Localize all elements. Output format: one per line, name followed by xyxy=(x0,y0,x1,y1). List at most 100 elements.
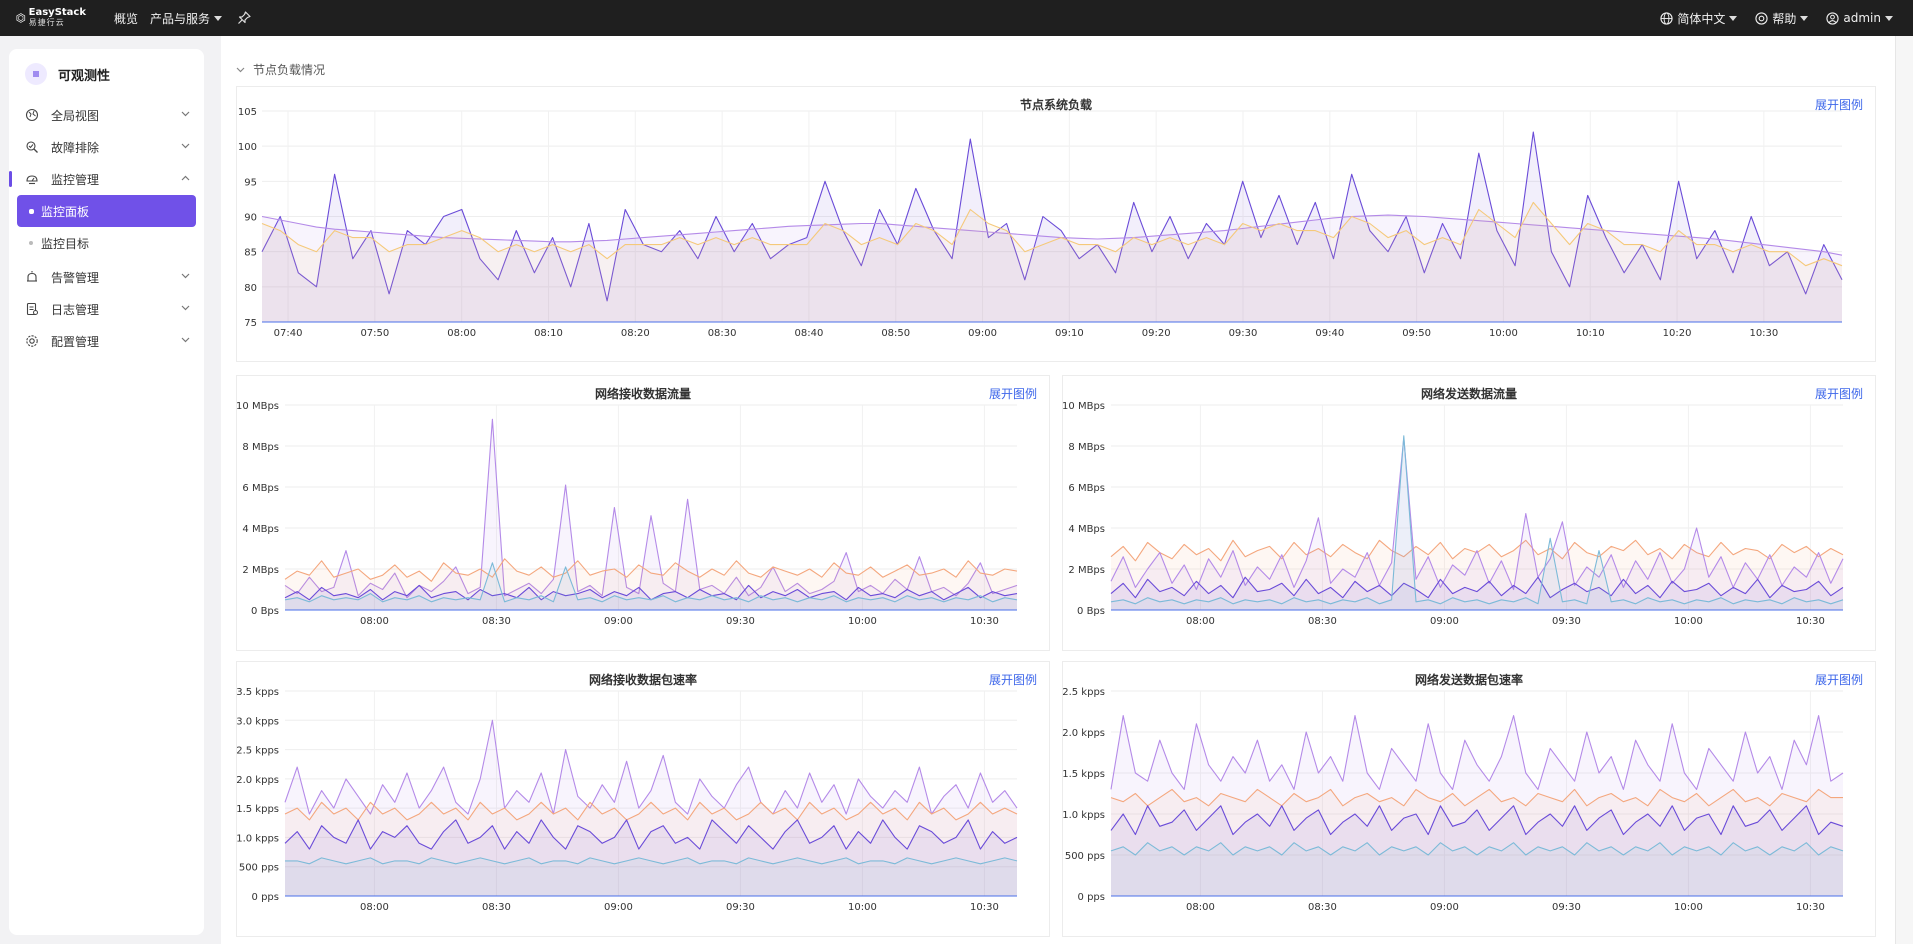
series-line xyxy=(261,214,1843,256)
x-tick-label: 09:00 xyxy=(604,616,633,627)
sidebar-item-config-management[interactable]: 配置管理 xyxy=(9,325,204,357)
sidebar-item-global-view[interactable]: 全局视图 xyxy=(9,99,204,131)
x-tick-label: 10:30 xyxy=(1749,328,1778,339)
x-tick-label: 08:30 xyxy=(1308,902,1337,913)
nav-overview[interactable]: 概览 xyxy=(114,10,138,27)
x-tick-label: 08:00 xyxy=(1186,616,1215,627)
x-tick-label: 10:00 xyxy=(1489,328,1518,339)
sidebar-item-alarm-management[interactable]: 告警管理 xyxy=(9,261,204,293)
system-load-chart: 105 100 95 90 85 80 75 07:40 07:50 08:00 08:10 08:2… xyxy=(238,107,1843,339)
globe-icon xyxy=(1660,11,1673,25)
x-tick-label: 09:00 xyxy=(1430,902,1459,913)
packet-rx-chart: 3.5 kpps 3.0 kpps 2.5 kpps 2.0 kpps 1.5 kpps… xyxy=(237,687,1018,913)
chevron-down-icon xyxy=(214,15,223,21)
y-tick-label: 0 Bps xyxy=(1077,606,1105,617)
user-menu[interactable]: admin xyxy=(1826,11,1893,25)
y-tick-label: 2.0 kpps xyxy=(1063,728,1105,739)
chart-title: 网络发送数据流量 xyxy=(1420,387,1517,401)
nav-products-label: 产品与服务 xyxy=(150,11,211,26)
section-toggle-node-load[interactable]: 节点负载情况 xyxy=(236,61,325,78)
series-area xyxy=(262,132,1842,322)
x-tick-label: 08:30 xyxy=(482,902,511,913)
series-line xyxy=(284,558,1018,582)
user-icon xyxy=(1826,11,1840,25)
y-tick-label: 8 MBps xyxy=(1068,442,1105,453)
main-content: 节点负载情况 105 100 95 90 85 80 75 07:40 07:50 08:00 08… xyxy=(221,36,1895,944)
y-tick-label: 8 MBps xyxy=(242,442,279,453)
monitor-icon xyxy=(26,175,38,185)
language-selector[interactable]: 简体中文 xyxy=(1660,10,1738,27)
y-tick-label: 10 MBps xyxy=(1063,401,1105,412)
sidebar-item-label: 配置管理 xyxy=(51,334,100,349)
language-label: 简体中文 xyxy=(1677,11,1726,26)
x-tick-label: 10:30 xyxy=(1796,902,1825,913)
bullet-icon xyxy=(29,209,34,214)
x-tick-label: 09:30 xyxy=(726,902,755,913)
series-line xyxy=(1110,576,1844,599)
series-line xyxy=(284,418,1018,599)
top-navbar: EasyStack 易捷行云 概览 产品与服务 简体中文 帮助 xyxy=(0,0,1913,36)
log-icon xyxy=(26,302,38,316)
alarm-icon xyxy=(27,271,37,282)
logo-name: EasyStack xyxy=(28,7,86,18)
x-tick-label: 08:00 xyxy=(447,328,476,339)
sidebar-item-label: 告警管理 xyxy=(51,270,100,285)
sidebar-item-monitor-management[interactable]: 监控管理 xyxy=(9,163,204,195)
series-line xyxy=(284,562,1018,603)
help-menu[interactable]: 帮助 xyxy=(1755,10,1809,27)
sidebar-item-monitor-dashboard[interactable]: 监控面板 xyxy=(17,195,196,227)
chart-title: 节点系统负载 xyxy=(1019,98,1092,112)
y-tick-label: 90 xyxy=(244,213,257,224)
x-tick-label: 07:40 xyxy=(274,328,303,339)
y-tick-label: 85 xyxy=(244,248,257,259)
expand-legend-button[interactable]: 展开图例 xyxy=(988,673,1037,687)
x-tick-label: 08:30 xyxy=(482,616,511,627)
pin-icon[interactable] xyxy=(236,10,252,26)
expand-legend-button[interactable]: 展开图例 xyxy=(1814,98,1863,112)
sidebar-item-troubleshoot[interactable]: 故障排除 xyxy=(9,131,204,163)
chevron-down-icon xyxy=(181,273,190,279)
page-scrollbar[interactable] xyxy=(1895,36,1913,944)
x-tick-label: 09:30 xyxy=(1552,616,1581,627)
sidebar-item-label: 故障排除 xyxy=(51,140,100,155)
expand-legend-button[interactable]: 展开图例 xyxy=(988,387,1037,401)
chart-panel-system-load: 105 100 95 90 85 80 75 07:40 07:50 08:00 08:10 08:2… xyxy=(236,86,1876,362)
x-tick-label: 08:00 xyxy=(1186,902,1215,913)
series-line xyxy=(284,819,1018,850)
series-area xyxy=(1111,437,1843,610)
y-tick-label: 0 pps xyxy=(252,892,279,903)
chevron-down-icon xyxy=(1800,15,1809,21)
easystack-logo[interactable]: EasyStack 易捷行云 xyxy=(16,7,86,29)
x-tick-label: 09:30 xyxy=(1552,902,1581,913)
y-tick-label: 3.5 kpps xyxy=(237,687,279,698)
logo-subname: 易捷行云 xyxy=(28,18,65,27)
expand-legend-button[interactable]: 展开图例 xyxy=(1814,673,1863,687)
series-line xyxy=(1110,788,1843,807)
series-area xyxy=(262,202,1842,322)
x-tick-label: 10:00 xyxy=(1674,902,1703,913)
expand-legend-button[interactable]: 展开图例 xyxy=(1814,387,1863,401)
menu-icon[interactable] xyxy=(25,63,47,85)
series-area xyxy=(262,215,1842,322)
y-tick-label: 0 Bps xyxy=(251,606,279,617)
series-area xyxy=(1111,540,1843,610)
nav-products-services[interactable]: 产品与服务 xyxy=(150,10,223,27)
x-tick-label: 09:00 xyxy=(604,902,633,913)
chevron-up-icon xyxy=(181,175,190,181)
chevron-down-icon xyxy=(181,337,190,343)
y-tick-label: 6 MBps xyxy=(242,483,279,494)
y-tick-label: 2.0 kpps xyxy=(237,775,279,786)
packet-tx-chart: 2.5 kpps 2.0 kpps 1.5 kpps 1.0 kpps 500 pps 0… xyxy=(1063,687,1844,913)
x-tick-label: 09:00 xyxy=(968,328,997,339)
x-tick-label: 09:40 xyxy=(1315,328,1344,339)
sidebar-item-monitor-targets[interactable]: 监控目标 xyxy=(17,227,196,259)
series-line xyxy=(1110,539,1844,562)
chart-title: 网络发送数据包速率 xyxy=(1414,673,1523,687)
chart-title: 网络接收数据流量 xyxy=(594,387,691,401)
user-name: admin xyxy=(1843,11,1881,25)
y-tick-label: 500 pps xyxy=(1065,851,1105,862)
x-tick-label: 08:00 xyxy=(360,902,389,913)
sidebar-item-log-management[interactable]: 日志管理 xyxy=(9,293,204,325)
series-line xyxy=(1110,842,1844,856)
y-tick-label: 4 MBps xyxy=(242,524,279,535)
